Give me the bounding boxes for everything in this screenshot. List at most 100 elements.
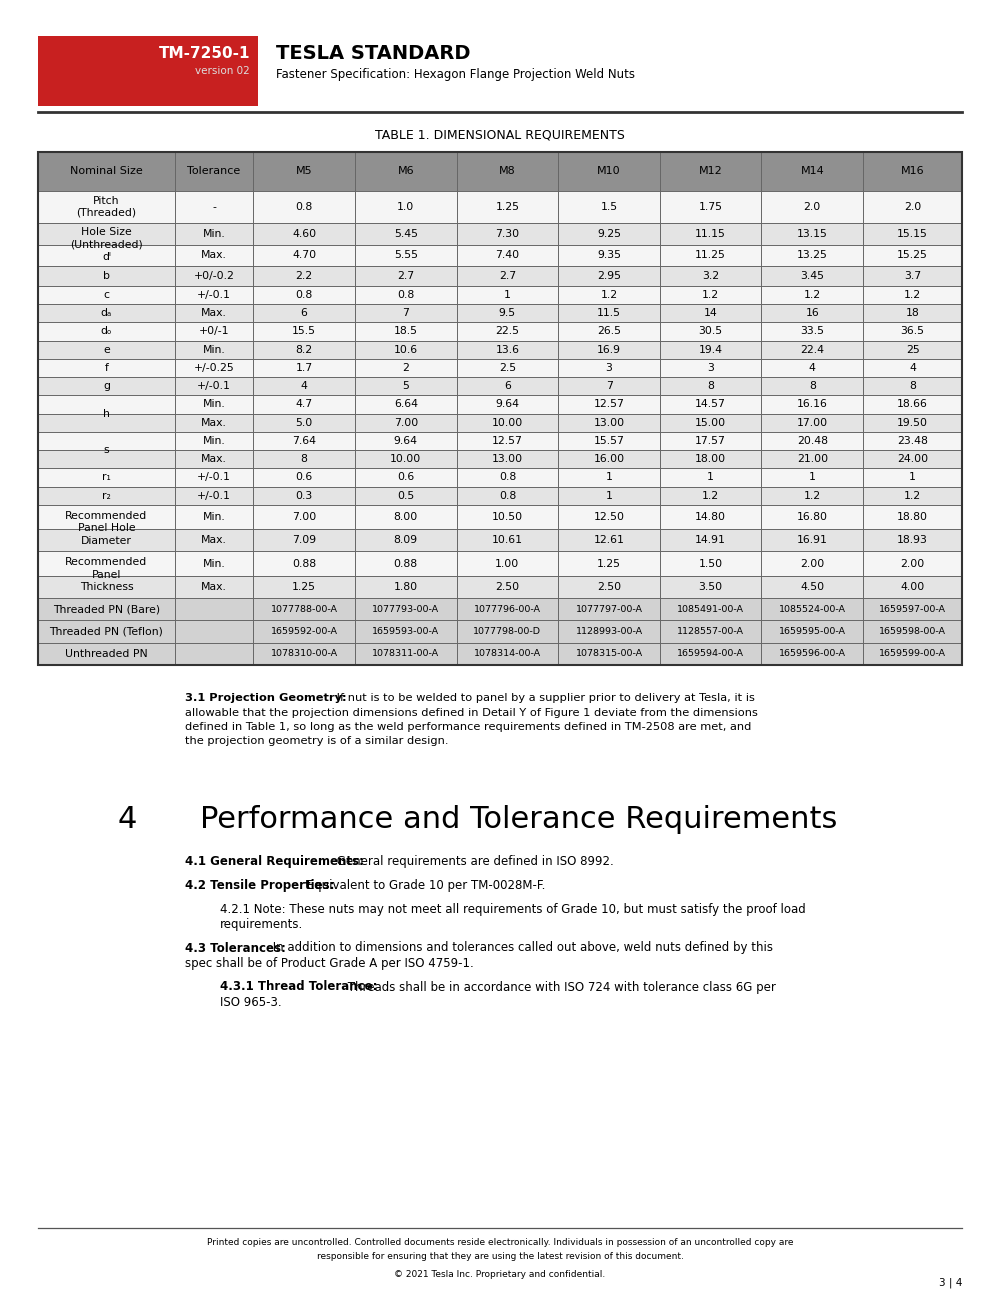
Text: g: g — [103, 382, 110, 391]
Text: 33.5: 33.5 — [800, 326, 824, 336]
Text: 1.25: 1.25 — [292, 582, 316, 591]
Text: 4.70: 4.70 — [292, 251, 316, 260]
Text: 2.7: 2.7 — [397, 270, 414, 281]
Text: 1.2: 1.2 — [904, 290, 921, 300]
Text: Equivalent to Grade 10 per TM-0028M-F.: Equivalent to Grade 10 per TM-0028M-F. — [303, 879, 545, 892]
Text: +0/-1: +0/-1 — [199, 326, 229, 336]
Text: 0.8: 0.8 — [295, 290, 313, 300]
Text: 4: 4 — [118, 805, 137, 835]
Text: +/-0.1: +/-0.1 — [197, 490, 231, 501]
Text: 1659593-00-A: 1659593-00-A — [372, 628, 439, 637]
Text: 0.8: 0.8 — [295, 202, 313, 212]
Text: 30.5: 30.5 — [699, 326, 723, 336]
Text: dₐ: dₐ — [101, 308, 112, 318]
Text: M16: M16 — [901, 166, 924, 176]
Text: 8.00: 8.00 — [394, 512, 418, 521]
Text: Max.: Max. — [201, 418, 227, 428]
Text: 1659596-00-A: 1659596-00-A — [779, 650, 846, 659]
Text: 5.55: 5.55 — [394, 251, 418, 260]
Text: M10: M10 — [597, 166, 621, 176]
Text: the projection geometry is of a similar design.: the projection geometry is of a similar … — [185, 736, 448, 747]
Text: 18.93: 18.93 — [897, 536, 928, 545]
Text: responsible for ensuring that they are using the latest revision of this documen: responsible for ensuring that they are u… — [317, 1253, 683, 1260]
Bar — [38, 450, 962, 468]
Text: 1.7: 1.7 — [296, 362, 313, 373]
Text: +/-0.25: +/-0.25 — [194, 362, 234, 373]
Text: +/-0.1: +/-0.1 — [197, 472, 231, 483]
Text: 1128557-00-A: 1128557-00-A — [677, 628, 744, 637]
Text: 26.5: 26.5 — [597, 326, 621, 336]
Text: M12: M12 — [699, 166, 723, 176]
Text: 1077793-00-A: 1077793-00-A — [372, 604, 439, 613]
Text: 11.15: 11.15 — [695, 229, 726, 239]
Text: 13.25: 13.25 — [797, 251, 828, 260]
Text: b: b — [103, 270, 110, 281]
Text: 36.5: 36.5 — [901, 326, 925, 336]
Text: 6.64: 6.64 — [394, 400, 418, 409]
Bar — [38, 643, 962, 665]
Text: 2.00: 2.00 — [900, 559, 925, 568]
Text: Recommended
Panel Hole
Diameter: Recommended Panel Hole Diameter — [65, 511, 148, 546]
Text: 18.00: 18.00 — [695, 454, 726, 465]
Text: Performance and Tolerance Requirements: Performance and Tolerance Requirements — [200, 805, 837, 835]
Text: TM-7250-1: TM-7250-1 — [158, 47, 250, 61]
Text: 14: 14 — [704, 308, 718, 318]
Text: 12.57: 12.57 — [492, 436, 523, 446]
Text: 1.2: 1.2 — [702, 290, 719, 300]
Text: 13.6: 13.6 — [495, 344, 519, 355]
Text: 10.50: 10.50 — [492, 512, 523, 521]
Text: 1077788-00-A: 1077788-00-A — [271, 604, 338, 613]
Text: Max.: Max. — [201, 536, 227, 545]
Text: 19.4: 19.4 — [699, 344, 723, 355]
Text: 8.09: 8.09 — [394, 536, 418, 545]
Text: 1: 1 — [809, 472, 816, 483]
Text: 14.91: 14.91 — [695, 536, 726, 545]
Text: 1: 1 — [606, 490, 612, 501]
Text: 2.00: 2.00 — [800, 559, 824, 568]
Text: 15.25: 15.25 — [897, 251, 928, 260]
Text: Min.: Min. — [203, 229, 225, 239]
Text: Nominal Size: Nominal Size — [70, 166, 143, 176]
Text: 23.48: 23.48 — [897, 436, 928, 446]
Text: 4: 4 — [809, 362, 816, 373]
Text: 1: 1 — [606, 472, 612, 483]
Text: 22.4: 22.4 — [800, 344, 824, 355]
Bar — [38, 620, 962, 643]
Text: 8: 8 — [809, 382, 816, 391]
Text: 0.5: 0.5 — [397, 490, 414, 501]
Text: 8.2: 8.2 — [296, 344, 313, 355]
Text: 9.64: 9.64 — [394, 436, 418, 446]
Text: Max.: Max. — [201, 308, 227, 318]
Text: Max.: Max. — [201, 454, 227, 465]
Text: 2: 2 — [402, 362, 409, 373]
Text: Threaded PN (Bare): Threaded PN (Bare) — [53, 604, 160, 615]
Bar — [38, 468, 962, 487]
Text: 11.25: 11.25 — [695, 251, 726, 260]
Text: 7.40: 7.40 — [495, 251, 519, 260]
Text: 22.5: 22.5 — [495, 326, 519, 336]
Bar — [38, 223, 962, 246]
Bar — [38, 505, 962, 529]
Text: 2.5: 2.5 — [499, 362, 516, 373]
Text: 6: 6 — [301, 308, 308, 318]
Text: -: - — [212, 202, 216, 212]
Text: Min.: Min. — [203, 400, 225, 409]
Text: In addition to dimensions and tolerances called out above, weld nuts defined by : In addition to dimensions and tolerances… — [269, 942, 773, 955]
Bar — [38, 396, 962, 414]
Text: allowable that the projection dimensions defined in Detail Y of Figure 1 deviate: allowable that the projection dimensions… — [185, 708, 758, 717]
Text: 1: 1 — [909, 472, 916, 483]
Text: 17.57: 17.57 — [695, 436, 726, 446]
Bar — [38, 151, 962, 665]
Text: 12.57: 12.57 — [594, 400, 624, 409]
Text: 13.00: 13.00 — [593, 418, 625, 428]
Text: 4.1 General Requirements:: 4.1 General Requirements: — [185, 855, 364, 868]
Text: 20.48: 20.48 — [797, 436, 828, 446]
Text: Recommended
Panel
Thickness: Recommended Panel Thickness — [65, 558, 148, 593]
Text: Min.: Min. — [203, 436, 225, 446]
Text: Unthreaded PN: Unthreaded PN — [65, 648, 148, 659]
Text: 1077796-00-A: 1077796-00-A — [474, 604, 541, 613]
Text: 15.15: 15.15 — [897, 229, 928, 239]
Bar — [38, 414, 962, 432]
Text: 16.16: 16.16 — [797, 400, 828, 409]
Text: 0.8: 0.8 — [499, 490, 516, 501]
